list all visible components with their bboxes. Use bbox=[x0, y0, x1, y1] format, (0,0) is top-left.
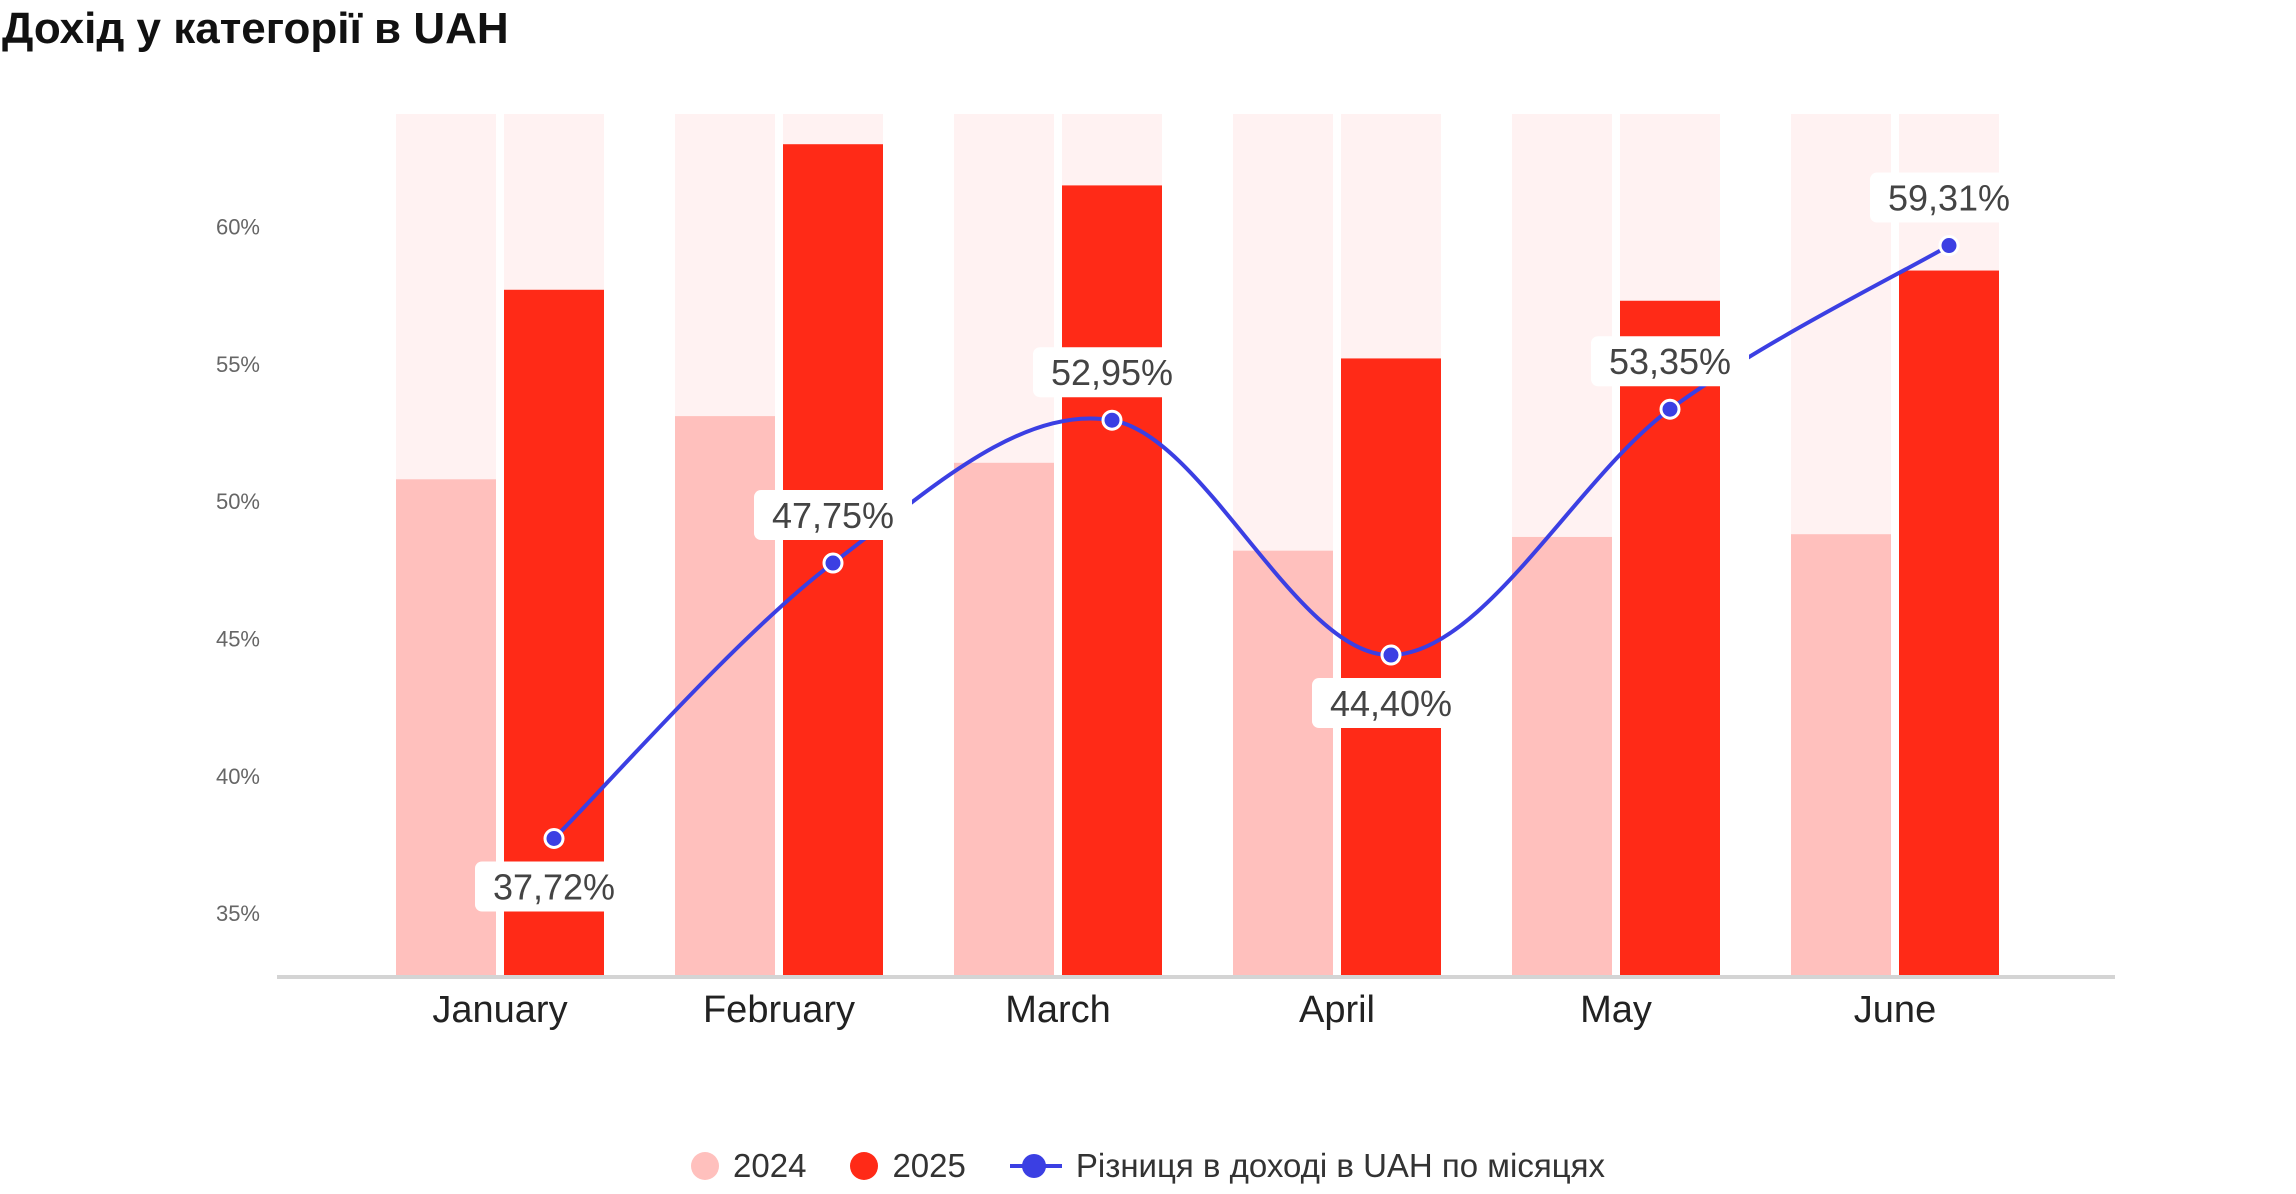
legend: 2024 2025 Різниця в доході в UAH по міся… bbox=[0, 1142, 2296, 1190]
data-label-box bbox=[1591, 336, 1749, 387]
x-tick-label: January bbox=[432, 989, 567, 1031]
x-tick-label: June bbox=[1854, 989, 1936, 1031]
chart-title: Дохід у категорії в UAH bbox=[2, 4, 509, 53]
y-tick-label: 55% bbox=[216, 352, 260, 377]
data-label: 47,75% bbox=[772, 495, 894, 536]
bar-2025[interactable] bbox=[1341, 358, 1441, 975]
legend-swatch-2025 bbox=[850, 1152, 879, 1180]
line-point[interactable] bbox=[1101, 409, 1123, 431]
y-tick-label: 35% bbox=[216, 901, 260, 926]
bar-2024[interactable] bbox=[954, 462, 1054, 975]
x-tick-label: May bbox=[1580, 989, 1652, 1031]
data-label-box bbox=[1033, 347, 1191, 398]
y-tick-label: 40% bbox=[216, 764, 260, 789]
legend-item-2025[interactable]: 2025 bbox=[850, 1147, 966, 1185]
y-tick-label: 50% bbox=[216, 489, 260, 514]
x-tick-label: February bbox=[703, 989, 855, 1031]
legend-label-2025: 2025 bbox=[892, 1147, 966, 1184]
bar-2024[interactable] bbox=[1512, 536, 1612, 975]
y-tick-label: 60% bbox=[216, 215, 260, 240]
data-label-box bbox=[1312, 678, 1470, 729]
legend-item-difference[interactable]: Різниця в доході в UAH по місяцях bbox=[1009, 1147, 1605, 1185]
y-tick-label: 45% bbox=[216, 627, 260, 652]
legend-swatch-line bbox=[1009, 1152, 1062, 1180]
data-label: 53,35% bbox=[1609, 341, 1731, 382]
x-tick-label: April bbox=[1299, 989, 1375, 1031]
data-label: 37,72% bbox=[493, 867, 615, 908]
line-point[interactable] bbox=[822, 552, 844, 574]
bar-2024[interactable] bbox=[1233, 550, 1333, 975]
x-tick-label: March bbox=[1005, 989, 1111, 1031]
data-label-box bbox=[1870, 172, 2028, 223]
bar-2025[interactable] bbox=[1899, 270, 1999, 976]
line-point[interactable] bbox=[1380, 644, 1402, 666]
line-point[interactable] bbox=[1938, 235, 1960, 257]
difference-line bbox=[552, 243, 1951, 840]
bar-2024[interactable] bbox=[1791, 534, 1891, 975]
legend-label-difference: Різниця в доході в UAH по місяцях bbox=[1075, 1147, 1605, 1184]
bar-2025[interactable] bbox=[504, 289, 604, 975]
data-label-box bbox=[754, 490, 912, 541]
legend-label-2024: 2024 bbox=[733, 1147, 807, 1184]
line-point[interactable] bbox=[543, 828, 565, 850]
bar-2025[interactable] bbox=[1062, 185, 1162, 976]
legend-item-2024[interactable]: 2024 bbox=[691, 1147, 806, 1185]
data-label: 44,40% bbox=[1330, 683, 1452, 724]
data-label: 52,95% bbox=[1051, 352, 1173, 393]
line-point[interactable] bbox=[1659, 398, 1681, 420]
legend-swatch-2024 bbox=[691, 1152, 720, 1180]
data-label: 59,31% bbox=[1888, 178, 2010, 219]
data-label-box bbox=[475, 861, 633, 912]
